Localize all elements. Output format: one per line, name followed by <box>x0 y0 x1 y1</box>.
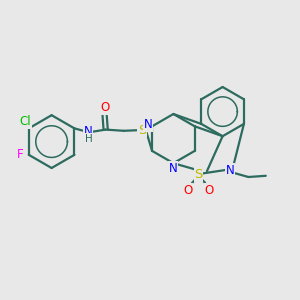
Text: N: N <box>168 161 177 175</box>
Text: H: H <box>85 134 92 144</box>
Text: S: S <box>138 124 146 137</box>
Text: N: N <box>226 164 235 177</box>
Text: F: F <box>17 148 24 161</box>
Text: N: N <box>143 118 152 131</box>
Text: O: O <box>205 184 214 197</box>
Text: O: O <box>100 101 110 114</box>
Text: O: O <box>183 184 192 197</box>
Text: N: N <box>84 125 93 139</box>
Text: Cl: Cl <box>19 115 31 128</box>
Text: S: S <box>194 168 203 181</box>
